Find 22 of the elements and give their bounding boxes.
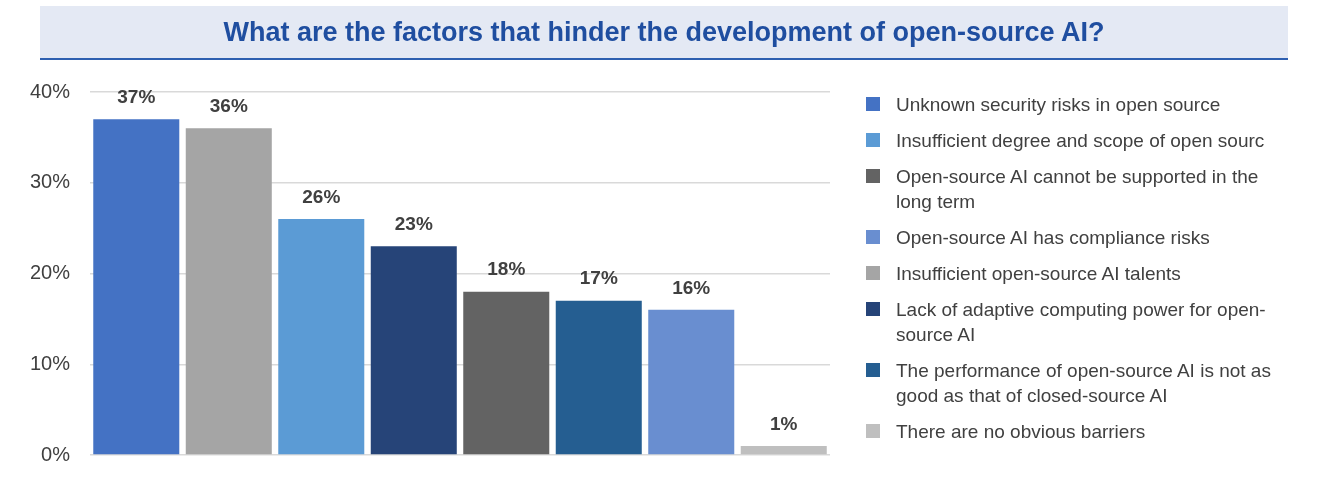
legend-label: Insufficient open-source AI talents [896, 262, 1181, 286]
y-tick-label: 0% [41, 442, 71, 465]
data-label: 17% [579, 267, 618, 289]
legend-label: Open-source AI cannot be supported in the long term [896, 165, 1260, 214]
data-label: 36% [209, 95, 248, 117]
legend-label: Lack of adaptive computing power for open-source AI [896, 298, 1267, 347]
y-tick-label: 40% [30, 79, 71, 102]
legend-label: Unknown security risks in open source [896, 93, 1221, 117]
data-label: 18% [487, 258, 526, 280]
data-label: 37% [117, 85, 156, 107]
data-label: 26% [302, 185, 341, 207]
chart-title: What are the factors that hinder the development of open-source AI? [40, 6, 1288, 60]
legend-label: There are no obvious barriers [896, 420, 1146, 444]
y-tick-label: 30% [30, 170, 71, 193]
data-label: 16% [672, 276, 711, 298]
legend-label: Insufficient degree and scope of open sourc [896, 129, 1265, 153]
legend-label: Open-source AI has compliance risks [896, 226, 1210, 250]
data-label: 23% [394, 213, 433, 235]
y-tick-label: 20% [30, 261, 71, 284]
data-label: 1% [770, 412, 798, 434]
y-tick-label: 10% [30, 351, 71, 374]
legend-label: The performance of open-source AI is not as good as that of closed-source AI [896, 359, 1272, 408]
